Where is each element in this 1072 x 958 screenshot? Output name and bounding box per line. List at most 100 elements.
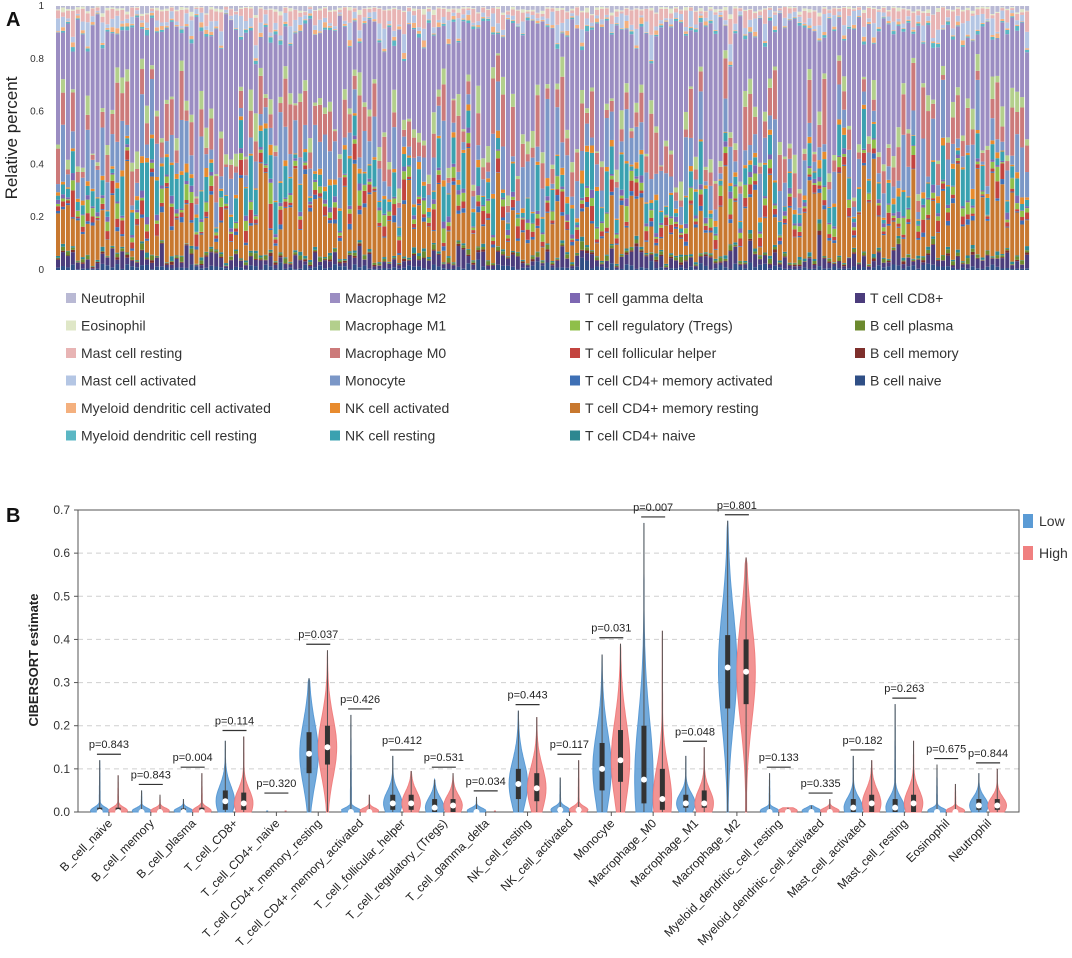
stack-segment [238,36,243,37]
stack-segment [337,259,342,261]
stack-segment [644,33,649,154]
stack-segment [60,30,65,33]
stack-segment [941,179,946,182]
stack-segment [649,7,654,11]
stack-segment [565,252,570,255]
stack-segment [411,157,417,205]
stack-segment [357,242,362,244]
stack-segment [115,10,120,16]
stack-segment [856,6,861,7]
stack-segment [224,167,229,195]
violin-box [659,768,665,810]
stack-segment [476,259,481,270]
stack-segment [911,260,916,262]
legend-label: Mast cell activated [81,373,196,389]
stack-segment [416,156,421,163]
stack-segment [555,257,560,259]
stack-segment [866,269,871,270]
stack-segment [797,11,802,15]
stack-segment [728,66,733,133]
legend-label: High [1039,545,1068,561]
stack-segment [876,28,881,32]
stack-segment [229,256,234,260]
stack-segment [772,247,777,250]
stack-segment [822,7,827,9]
stack-segment [491,6,496,8]
stack-segment [258,152,263,163]
stack-segment [847,268,852,270]
stack-segment [476,28,481,86]
stack-segment [293,254,298,256]
stack-segment [1025,208,1030,213]
stack-segment [402,204,407,257]
stack-segment [995,166,1000,182]
stack-segment [268,249,273,252]
stack-segment [723,50,728,59]
stack-segment [75,216,80,219]
stack-segment [402,256,407,258]
stack-segment [402,6,407,11]
stack-segment [135,168,140,183]
stack-segment [1000,106,1005,127]
stack-segment [866,192,871,194]
stack-segment [941,183,946,189]
stack-segment [159,142,164,158]
stack-segment [570,245,575,263]
stack-segment [758,11,763,16]
stack-segment [105,31,110,146]
stack-segment [856,188,861,212]
stack-segment [797,193,802,208]
stack-segment [169,18,174,21]
stack-segment [100,197,105,204]
stack-segment [965,268,970,270]
stack-segment [392,255,397,258]
stack-segment [787,6,792,7]
stack-segment [802,8,807,11]
stack-segment [233,6,239,12]
stack-segment [125,254,130,258]
stack-segment [619,110,624,130]
stack-segment [891,167,896,187]
stack-segment [871,138,876,140]
stack-segment [169,261,174,265]
stack-segment [372,190,377,192]
stack-segment [491,32,496,35]
stack-segment [777,263,782,265]
stack-segment [842,264,847,267]
stack-segment [298,10,303,13]
stack-segment [174,178,179,210]
stack-segment [169,99,174,135]
stack-segment [125,81,130,125]
stack-segment [708,9,713,11]
stack-segment [550,6,555,8]
stack-segment [90,16,95,23]
stack-segment [471,6,476,9]
stack-segment [500,254,506,256]
stack-segment [891,220,896,222]
stack-segment [683,111,688,130]
stack-segment [703,181,708,186]
stack-segment [733,184,738,187]
stack-segment [688,256,693,258]
stack-segment [901,31,906,84]
stack-segment [683,33,688,36]
stack-segment [861,41,866,45]
stack-segment [669,18,674,25]
stack-segment [224,263,229,266]
stack-segment [906,197,911,208]
stack-segment [674,255,679,258]
stack-segment [1015,112,1020,135]
stack-segment [866,152,871,179]
stack-segment [229,159,234,165]
legend-label: T cell gamma delta [585,290,703,306]
stack-segment [936,258,941,260]
stack-segment [654,268,659,270]
stack-segment [496,53,501,56]
stack-segment [881,6,886,8]
stack-segment [179,262,184,268]
stack-segment [461,188,466,193]
stack-segment [367,252,372,255]
stack-segment [174,209,179,214]
stack-segment [990,172,995,257]
stack-segment [639,182,644,191]
